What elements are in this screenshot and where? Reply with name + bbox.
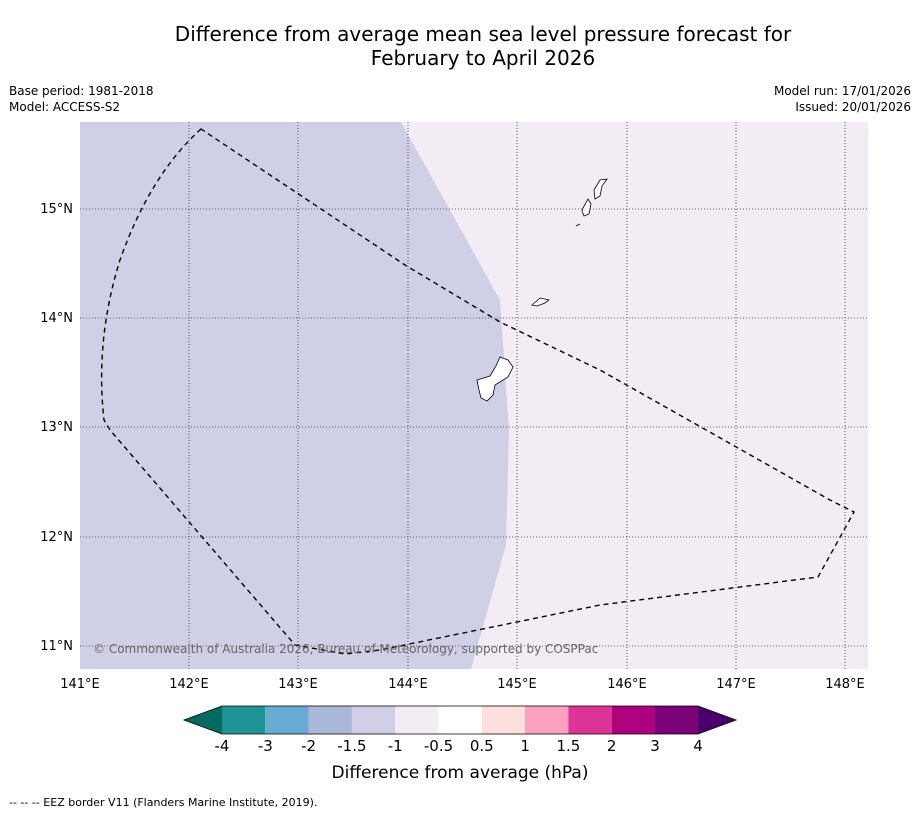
cb-label-4: -1 (388, 737, 403, 755)
lon-tick-141e: 141°E (60, 677, 100, 692)
colorbar-segment-6 (438, 706, 482, 734)
cb-label-0: -4 (215, 737, 230, 755)
island-tinian (581, 198, 592, 217)
lat-axis: 15°N 14°N 13°N 12°N 11°N (40, 202, 73, 654)
title-line-1: Difference from average mean sea level p… (174, 22, 792, 46)
colorbar-segment-4 (351, 706, 396, 734)
lon-tick-142e: 142°E (169, 677, 209, 692)
cb-label-5: -0.5 (424, 737, 453, 755)
cb-label-2: -2 (301, 737, 316, 755)
lon-tick-143e: 143°E (278, 677, 318, 692)
lon-tick-146e: 146°E (607, 677, 647, 692)
island-saipan (593, 178, 608, 200)
issued-date: Issued: 20/01/2026 (795, 100, 911, 114)
model-name: Model: ACCESS-S2 (9, 100, 121, 114)
eez-footnote: -- -- -- EEZ border V11 (Flanders Marine… (9, 796, 318, 809)
title-line-2: February to April 2026 (370, 46, 596, 70)
colorbar-segment-7 (481, 706, 526, 734)
lat-tick-11n: 11°N (40, 639, 73, 654)
colorbar-segment-2 (265, 706, 309, 734)
cb-label-1: -3 (258, 737, 273, 755)
cb-label-10: 3 (650, 737, 660, 755)
copyright-text: © Commonwealth of Australia 2026, Bureau… (93, 642, 598, 656)
colorbar-segment-5 (395, 706, 439, 734)
colorbar-segment-10 (611, 706, 655, 734)
lat-tick-15n: 15°N (40, 202, 73, 217)
colorbar-segment-0 (184, 706, 222, 734)
cb-label-3: -1.5 (337, 737, 366, 755)
island-aguijan (575, 223, 581, 227)
cb-label-11: 4 (693, 737, 703, 755)
meta-right: Model run: 17/01/2026 Issued: 20/01/2026 (774, 83, 911, 115)
colorbar-outline (182, 705, 738, 735)
cb-label-8: 1.5 (556, 737, 580, 755)
map-panel: © Commonwealth of Australia 2026, Bureau… (80, 122, 868, 669)
colorbar-segment-9 (568, 706, 612, 734)
colorbar (182, 705, 738, 735)
lon-axis: 141°E 142°E 143°E 144°E 145°E 146°E 147°… (60, 677, 865, 692)
islands (476, 178, 608, 402)
colorbar-segment-8 (525, 706, 569, 734)
island-guam (476, 356, 514, 402)
lon-tick-144e: 144°E (388, 677, 428, 692)
cb-label-6: 0.5 (470, 737, 494, 755)
colorbar-segment-12 (698, 706, 736, 734)
lon-tick-145e: 145°E (497, 677, 537, 692)
colorbar-segment-1 (222, 706, 266, 734)
island-rota (531, 297, 550, 307)
eez-border (100, 128, 855, 655)
cb-label-7: 1 (520, 737, 530, 755)
lat-tick-14n: 14°N (40, 311, 73, 326)
model-run: Model run: 17/01/2026 (773, 84, 911, 98)
cb-label-9: 2 (607, 737, 617, 755)
base-period: Base period: 1981-2018 (9, 84, 154, 98)
colorbar-title: Difference from average (hPa) (332, 763, 589, 783)
colorbar-labels: -4 -3 -2 -1.5 -1 -0.5 0.5 1 1.5 2 3 4 (215, 737, 703, 755)
map-title: Difference from average mean sea level p… (0, 22, 919, 70)
lat-tick-12n: 12°N (40, 530, 73, 545)
lon-tick-147e: 147°E (716, 677, 756, 692)
meta-left: Base period: 1981-2018 Model: ACCESS-S2 (9, 83, 154, 115)
lon-tick-148e: 148°E (825, 677, 865, 692)
lat-tick-13n: 13°N (40, 420, 73, 435)
colorbar-segment-11 (655, 706, 698, 734)
anomaly-region-west (80, 122, 509, 669)
colorbar-segment-3 (308, 706, 352, 734)
gridlines (80, 122, 868, 669)
